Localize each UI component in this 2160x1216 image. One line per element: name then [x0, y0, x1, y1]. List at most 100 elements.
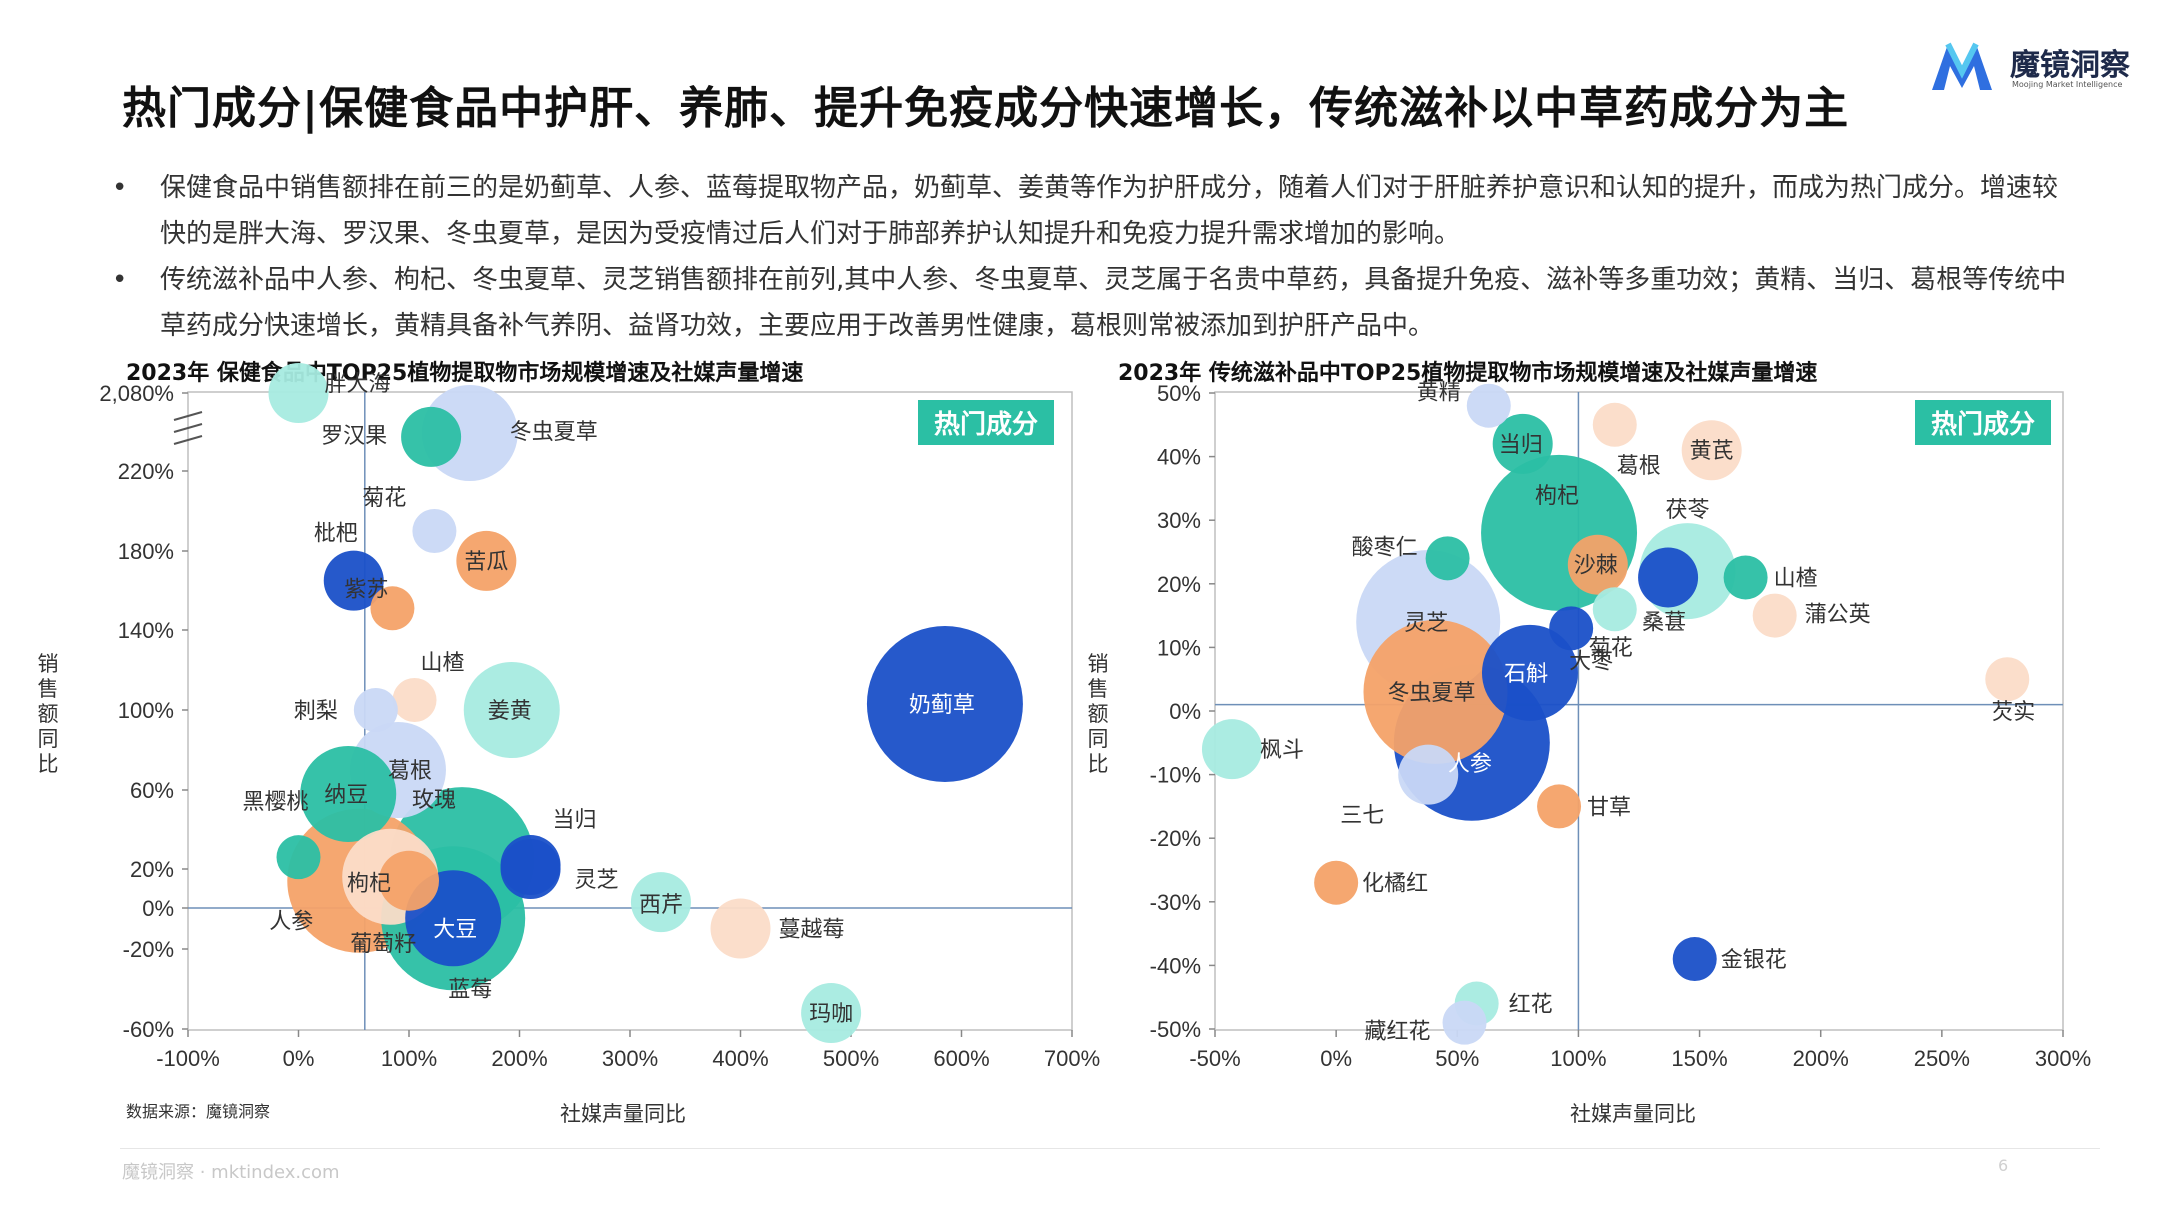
bubble-label: 奶蓟草 — [909, 692, 975, 717]
bubble-label: 化橘红 — [1362, 871, 1428, 896]
y-tick-label: 140% — [118, 618, 174, 643]
x-tick-label: 100% — [1550, 1046, 1606, 1071]
x-axis-label-left: 社媒声量同比 — [560, 1102, 686, 1126]
bubble-罗汉果 — [401, 406, 462, 467]
y-tick-label: 30% — [1157, 508, 1201, 533]
bubble-西芹 — [630, 872, 691, 933]
bubble-label: 大枣 — [1569, 648, 1613, 673]
bullet-item: 传统滋补品中人参、枸杞、冬虫夏草、灵芝销售额排在前列,其中人参、冬虫夏草、灵芝属… — [108, 257, 2078, 349]
bubble-酸枣仁 — [1425, 536, 1470, 581]
bubble-label: 茯苓 — [1665, 497, 1709, 522]
chart-title-right: 2023年 传统滋补品中TOP25植物提取物市场规模增速及社媒声量增速 — [1118, 361, 1818, 386]
bubble-label: 罗汉果 — [321, 423, 387, 448]
bubble-黑樱桃 — [276, 835, 321, 880]
y-tick-label: 10% — [1157, 635, 1201, 660]
bubble-label: 黄精 — [1417, 380, 1461, 405]
y-axis-label-left: 销售额同比 — [37, 652, 59, 776]
x-tick-label: 250% — [1914, 1046, 1970, 1071]
x-tick-label: 200% — [1793, 1046, 1849, 1071]
y-axis-label-right: 销售额同比 — [1087, 652, 1109, 776]
bubble-纳豆 — [300, 745, 397, 842]
x-tick-label: -50% — [1189, 1046, 1240, 1071]
y-tick-label: 50% — [1157, 381, 1201, 406]
x-tick-label: 600% — [933, 1046, 989, 1071]
bubble-label: 藏红花 — [1365, 1019, 1431, 1044]
bubble-紫苏 — [370, 586, 415, 631]
logo-name: 魔镜洞察 — [2010, 48, 2130, 83]
y-tick-label: -30% — [1150, 890, 1201, 915]
x-axis-label-right: 社媒声量同比 — [1570, 1102, 1696, 1126]
bubble-label: 冬虫夏草 — [510, 419, 598, 444]
bubble-label: 姜黄 — [488, 698, 532, 723]
bubble-label: 枸杞 — [347, 871, 391, 896]
y-tick-label: -10% — [1150, 763, 1201, 788]
y-tick-label: 20% — [1157, 572, 1201, 597]
bubble-label: 冬虫夏草 — [1387, 680, 1475, 705]
bubble-枇杷 — [323, 550, 384, 611]
bubble-蔓越莓 — [710, 898, 771, 959]
bubble-枫斗 — [1201, 719, 1262, 780]
bubble-label: 葛根 — [388, 758, 432, 783]
bubble-label: 菊花 — [1589, 635, 1633, 660]
x-tick-label: 0% — [1320, 1046, 1352, 1071]
y-tick-label: 220% — [118, 459, 174, 484]
bubble-label: 当归 — [1499, 432, 1543, 457]
bubble-奶蓟草 — [866, 626, 1023, 782]
bubble-枸杞 — [379, 850, 439, 911]
y-tick-label: 60% — [130, 778, 174, 803]
logo-icon — [1932, 42, 1992, 90]
y-tick-label: 0% — [142, 896, 174, 921]
bubble-当归 — [1492, 413, 1553, 474]
bubble-label: 沙棘 — [1574, 553, 1618, 578]
x-tick-label: 50% — [1435, 1046, 1479, 1071]
bubble-label: 甘草 — [1587, 794, 1631, 819]
y-tick-label: 2,080% — [99, 381, 174, 406]
bubble-label: 紫苏 — [344, 576, 388, 601]
x-tick-label: -100% — [156, 1046, 220, 1071]
bubbles — [268, 363, 1023, 1043]
bubble-刺梨 — [353, 688, 398, 732]
bubble-label: 灵芝 — [575, 867, 619, 892]
bubble-label: 黄芪 — [1690, 438, 1734, 463]
scatter-chart-left: 2,080% 220% 180% 140% 100% 60% 20% 0% -20% -60% -1… — [99, 363, 1100, 1071]
bubble-山楂 — [1723, 555, 1768, 600]
logo-subtitle: Moojing Market Intelligence — [2012, 80, 2123, 89]
bubble-大枣 — [1549, 606, 1594, 651]
bubble-label: 刺梨 — [294, 698, 338, 723]
bubble-label: 枸杞 — [1535, 483, 1579, 508]
y-tick-label: -20% — [1150, 826, 1201, 851]
bubble-label: 芡实 — [1991, 699, 2035, 724]
y-tick-label: 40% — [1157, 445, 1201, 470]
bubble-灵芝 — [500, 839, 561, 899]
bubble-label: 西芹 — [639, 892, 683, 917]
bubble-label: 苦瓜 — [464, 549, 508, 574]
x-tick-label: 200% — [491, 1046, 547, 1071]
bubble-苦瓜 — [456, 530, 517, 591]
page-number: 6 — [1998, 1156, 2009, 1175]
plot-frame — [1214, 391, 2064, 1031]
bubble-label: 桑葚 — [1642, 609, 1686, 634]
bubble-菊花 — [412, 509, 457, 553]
bubble-沙棘 — [1567, 534, 1628, 595]
x-tick-label: 300% — [2035, 1046, 2091, 1071]
y-tick-label: 20% — [130, 857, 174, 882]
axis-break-icon — [173, 411, 203, 445]
hot-ingredient-badge-right: 热门成分 — [1915, 400, 2052, 445]
y-tick-label: -60% — [123, 1017, 174, 1042]
scatter-chart-right: 50% 40% 30% 20% 10% 0% -10% -20% -30% -40% -50% -50… — [1150, 380, 2092, 1071]
bubble-金银花 — [1672, 937, 1717, 982]
bubble-菊花 — [1592, 587, 1637, 632]
bubble-黄芪 — [1681, 420, 1742, 481]
x-tick-label: 0% — [283, 1046, 315, 1071]
bubble-label: 金银花 — [1721, 947, 1787, 972]
y-tick-label: -50% — [1150, 1017, 1201, 1042]
bubble-芡实 — [1985, 657, 2030, 702]
bubble-label: 大豆 — [433, 916, 477, 941]
bubble-label: 葛根 — [1617, 453, 1661, 478]
bubble-label: 山楂 — [1774, 565, 1818, 590]
y-tick-label: -20% — [123, 937, 174, 962]
y-tick-label: 100% — [118, 698, 174, 723]
y-tick-label: 0% — [1169, 699, 1201, 724]
